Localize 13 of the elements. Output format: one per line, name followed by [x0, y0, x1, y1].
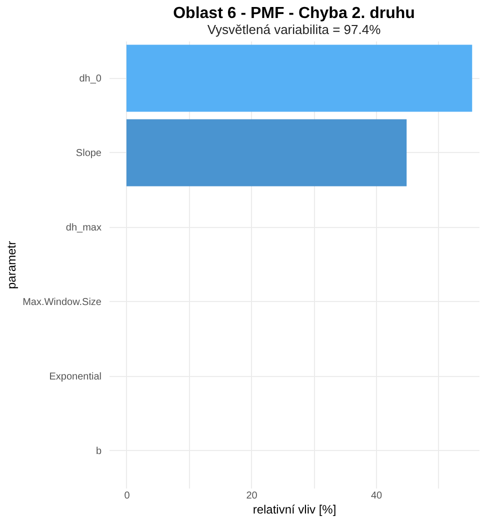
x-tick-label: 0: [124, 490, 130, 502]
y-tick-label: Exponential: [49, 371, 102, 382]
y-tick-label: Max.Window.Size: [22, 296, 102, 308]
x-axis-title: relativní vliv [%]: [252, 502, 336, 516]
y-tick-label: dh_0: [79, 73, 102, 84]
y-tick-label: b: [96, 446, 102, 457]
chart-subtitle: Vysvětlená variabilita = 97.4%: [207, 22, 382, 37]
y-tick-label: Slope: [76, 148, 102, 159]
x-tick-label: 40: [370, 490, 383, 502]
y-axis-title: parametr: [4, 240, 19, 290]
y-tick-label: dh_max: [66, 222, 102, 234]
chart-title: Oblast 6 - PMF - Chyba 2. druhu: [173, 5, 415, 22]
x-tick-label: 20: [246, 490, 258, 502]
